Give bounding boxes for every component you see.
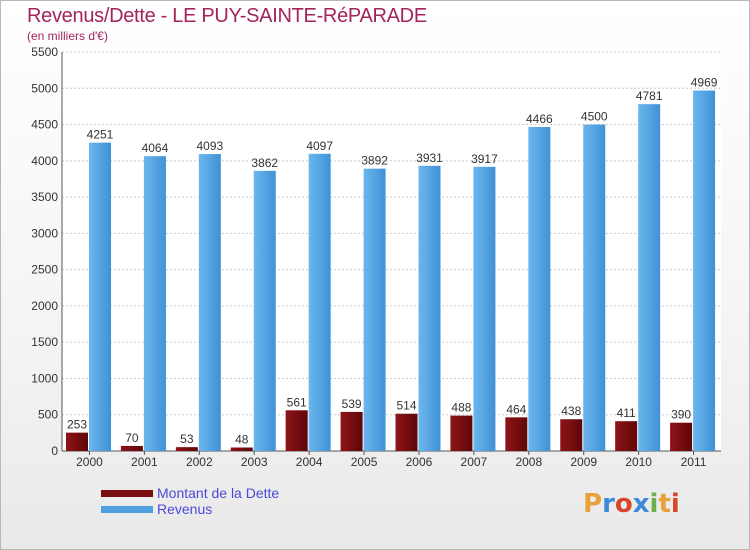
chart-title: Revenus/Dette - LE PUY-SAINTE-RéPARADE [27,5,427,27]
legend-swatch-revenue [101,506,153,513]
bar-debt [285,410,308,451]
x-tick-label: 2007 [461,455,488,469]
x-tick-label: 2000 [76,455,103,469]
logo-letter: o [614,489,633,519]
data-label-debt: 411 [617,406,636,420]
y-tick-label: 0 [51,444,58,458]
plot-area [62,52,721,451]
bar-debt [450,415,473,451]
logo-letter: i [670,489,680,519]
bar-debt [66,432,88,451]
y-tick-label: 1000 [31,371,58,385]
logo-letter: x [632,489,650,519]
y-tick-label: 3000 [31,226,58,240]
bar-revenue [583,124,606,451]
chart-subtitle: (en milliers d'€) [27,29,108,43]
data-label-revenue: 4466 [526,112,553,126]
data-label-revenue: 3931 [416,151,443,165]
bar-revenue [473,166,496,451]
bar-debt [670,422,693,451]
legend-label-revenue: Revenus [157,501,213,517]
bar-debt [230,447,253,451]
bar-revenue [143,156,166,451]
bar-debt [175,447,198,451]
data-label-revenue: 4500 [581,110,608,124]
data-label-revenue: 3892 [361,154,388,168]
y-tick-label: 3500 [31,190,58,204]
data-label-debt: 514 [396,399,416,413]
data-label-revenue: 4064 [142,141,169,155]
data-label-revenue: 4093 [196,139,223,153]
x-tick-label: 2006 [406,455,433,469]
x-tick-label: 2010 [625,455,652,469]
data-label-debt: 390 [671,408,691,422]
bar-debt [560,419,583,451]
bar-revenue [89,142,111,452]
bar-debt [615,421,638,451]
x-tick-label: 2008 [515,455,542,469]
data-label-debt: 488 [451,401,471,415]
y-tick-label: 500 [38,408,58,422]
data-label-revenue: 4969 [691,76,718,90]
x-tick-label: 2005 [351,455,378,469]
x-tick-label: 2011 [681,455,707,469]
data-label-debt: 561 [287,395,307,409]
data-label-debt: 539 [342,397,362,411]
data-label-debt: 438 [561,404,581,418]
logo-letter: t [658,489,671,519]
data-label-revenue: 4781 [636,89,663,103]
legend-label-debt: Montant de la Dette [157,485,280,501]
logo-letter: P [583,489,603,519]
x-tick-label: 2003 [241,455,268,469]
data-label-debt: 464 [506,402,526,416]
bar-debt [395,413,418,451]
data-label-debt: 70 [125,431,139,445]
y-tick-label: 2500 [31,263,58,277]
bar-debt [340,411,363,451]
data-label-revenue: 4097 [306,139,333,153]
y-tick-label: 2000 [31,299,58,313]
bar-revenue [198,154,221,451]
bar-revenue [693,90,716,451]
proxiti-logo: Proxiti [583,489,680,519]
data-label-debt: 53 [180,432,194,446]
y-tick-label: 4000 [31,154,58,168]
y-tick-label: 5500 [31,45,58,59]
legend-swatch-debt [101,490,153,497]
y-tick-label: 5000 [31,81,58,95]
y-tick-label: 4500 [31,118,58,132]
bar-debt [120,445,143,451]
bar-revenue [528,127,551,452]
data-label-revenue: 3917 [471,152,498,166]
data-label-debt: 48 [235,433,249,447]
logo-letter: r [602,489,615,519]
y-tick-label: 1500 [31,335,58,349]
bar-revenue [308,153,331,452]
x-tick-label: 2001 [131,455,158,469]
bar-debt [505,417,528,451]
x-tick-label: 2002 [186,455,213,469]
data-label-revenue: 4251 [87,128,114,142]
bar-revenue [253,170,276,451]
bar-revenue [638,104,661,451]
data-label-debt: 253 [67,418,87,432]
x-tick-label: 2009 [570,455,597,469]
bar-revenue [418,165,441,451]
bar-revenue [363,168,386,452]
data-label-revenue: 3862 [251,156,278,170]
logo-letter: i [649,489,659,519]
x-tick-label: 2004 [296,455,323,469]
